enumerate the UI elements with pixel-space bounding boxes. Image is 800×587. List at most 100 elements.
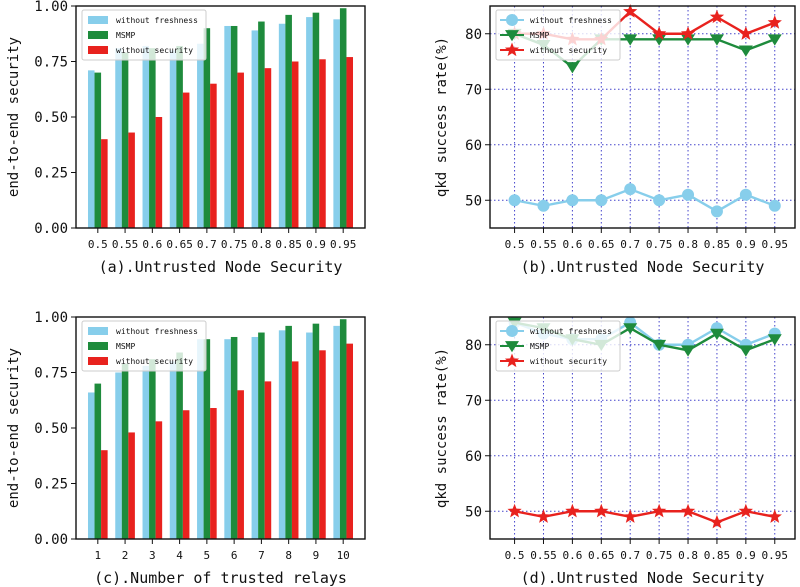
bar-a-1-0 (94, 72, 102, 228)
point-b-1-4 (623, 34, 638, 46)
xtick-label-c-0: 1 (94, 549, 101, 562)
point-d-2-4 (623, 509, 638, 523)
point-b-0-8 (739, 188, 752, 201)
xtick-label-a-6: 0.8 (251, 238, 271, 251)
xtick-label-a-3: 0.65 (166, 238, 193, 251)
bar-a-2-4 (210, 83, 217, 228)
legend-label-d-0: without freshness (530, 327, 612, 336)
xtick-label-a-7: 0.85 (275, 238, 302, 251)
bar-a-2-8 (319, 59, 326, 228)
point-b-1-8 (738, 45, 753, 57)
bar-a-0-9 (333, 19, 340, 228)
point-d-2-7 (709, 514, 725, 529)
ylabel-d: qkd success rate(%) (434, 348, 450, 508)
xtick-label-b-5: 0.75 (646, 238, 673, 251)
legend-marker-d-2 (504, 353, 520, 368)
bar-c-1-6 (258, 332, 265, 539)
bar-a-2-5 (237, 72, 244, 228)
bar-a-0-3 (169, 50, 177, 229)
xtick-label-c-6: 7 (258, 549, 265, 562)
point-d-1-4 (623, 323, 638, 335)
bar-a-1-2 (149, 48, 156, 229)
bar-c-2-1 (128, 432, 135, 539)
bar-c-2-2 (155, 421, 163, 539)
legend-swatch-a-1 (88, 31, 108, 39)
legend-swatch-c-0 (88, 327, 108, 335)
xtick-label-d-3: 0.65 (588, 549, 615, 562)
bar-c-2-3 (182, 410, 190, 539)
ytick-label-b-0: 50 (465, 193, 482, 209)
bar-a-1-4 (203, 28, 211, 229)
xtick-label-b-6: 0.8 (678, 238, 698, 251)
bar-c-0-0 (87, 392, 95, 539)
legend-label-d-2: without security (530, 357, 607, 366)
ylabel-a: end-to-end security (6, 37, 22, 197)
bar-a-0-2 (142, 45, 150, 229)
axes-frame-a (75, 5, 366, 229)
xtick-label-b-9: 0.95 (762, 238, 789, 251)
chart-b: 50 60 70 80 0.5 0.55 0.6 0.65 0.7 0.75 0.8 0.85 0.9 0… (434, 4, 796, 276)
xtick-label-d-6: 0.8 (678, 549, 698, 562)
bar-a-0-0 (87, 70, 95, 228)
bar-c-1-2 (149, 359, 156, 539)
bar-a-2-7 (291, 61, 299, 228)
bar-c-1-4 (203, 339, 211, 539)
xtick-label-a-8: 0.9 (306, 238, 326, 251)
bar-c-0-8 (306, 332, 313, 539)
bar-c-1-8 (312, 323, 320, 539)
xtick-label-a-2: 0.6 (142, 238, 162, 251)
legend-swatch-c-2 (88, 357, 108, 365)
chart-c: 0.00 0.25 0.50 0.75 1.00 1 2 3 4 5 6 7 8 9 10 without f… (6, 310, 366, 587)
bar-a-2-3 (182, 92, 190, 228)
bar-c-2-6 (264, 381, 272, 539)
bar-c-0-3 (169, 361, 177, 539)
bar-c-1-7 (285, 325, 292, 539)
bar-a-0-5 (224, 25, 231, 229)
point-d-1-7 (709, 328, 724, 340)
point-d-1-6 (681, 345, 696, 357)
bar-c-1-9 (339, 319, 347, 539)
point-d-1-8 (738, 345, 753, 357)
xtick-label-a-1: 0.55 (112, 238, 139, 251)
series-line-b-0 (514, 187, 776, 213)
ytick-label-c-4: 1.00 (34, 310, 68, 326)
bar-a-0-4 (197, 43, 204, 228)
xtick-label-a-9: 0.95 (330, 238, 357, 251)
bar-c-0-4 (197, 339, 204, 539)
legend-label-b-1: MSMP (530, 31, 549, 40)
legend-label-a-0: without freshness (116, 16, 198, 25)
xtick-label-b-2: 0.6 (562, 238, 582, 251)
bar-a-1-1 (121, 52, 129, 229)
xtick-label-b-8: 0.9 (736, 238, 756, 251)
bar-a-2-9 (346, 57, 354, 229)
legend-label-b-2: without security (530, 46, 607, 55)
ylabel-b: qkd success rate(%) (434, 37, 450, 197)
point-b-2-7 (709, 9, 725, 24)
chart-d: 50 60 70 80 0.5 0.55 0.6 0.65 0.7 0.75 0.8 0.85 0.9 0… (434, 316, 796, 587)
bar-c-0-6 (251, 336, 259, 539)
bar-c-0-7 (278, 330, 286, 539)
legend-label-a-1: MSMP (116, 31, 135, 40)
bar-c-2-5 (237, 390, 244, 539)
legend-marker-d-1 (505, 341, 519, 353)
xlabel-d: (d).Untrusted Node Security (521, 569, 765, 587)
xtick-label-d-2: 0.6 (562, 549, 582, 562)
legend-label-c-2: without security (116, 357, 193, 366)
bar-c-0-1 (115, 372, 122, 539)
xtick-label-c-3: 4 (176, 549, 183, 562)
xtick-label-c-7: 8 (285, 549, 292, 562)
point-b-0-3 (595, 194, 608, 207)
bar-a-0-8 (306, 17, 313, 228)
xlabel-c: (c).Number of trusted relays (94, 569, 347, 587)
legend-marker-d-0 (506, 325, 518, 337)
bar-c-1-1 (121, 363, 129, 539)
chart-a: 0.00 0.25 0.50 0.75 1.00 0.5 0.55 0.6 0.65 0.7 0.7… (6, 0, 366, 276)
ytick-label-c-0: 0.00 (34, 532, 68, 548)
bar-a-1-5 (230, 25, 238, 229)
xtick-label-c-5: 6 (231, 549, 238, 562)
point-d-2-8 (738, 503, 753, 518)
xtick-label-d-5: 0.75 (646, 549, 673, 562)
point-b-0-0 (508, 194, 521, 207)
bar-c-2-7 (291, 361, 299, 539)
